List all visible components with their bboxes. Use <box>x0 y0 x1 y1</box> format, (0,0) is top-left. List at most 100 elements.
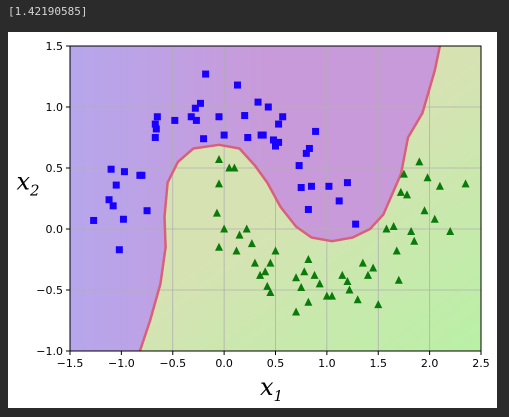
decision-boundary-line <box>138 46 442 351</box>
triangle-point <box>315 279 324 288</box>
triangle-point <box>247 239 256 248</box>
triangle-point <box>230 163 239 172</box>
square-point <box>200 135 208 143</box>
square-point <box>312 127 320 135</box>
triangle-point <box>358 258 367 267</box>
triangle-point <box>214 154 223 163</box>
triangle-point <box>328 291 337 300</box>
cell-output-text: [1.42190585] <box>8 5 88 18</box>
square-point <box>202 70 210 78</box>
triangle-point <box>446 226 455 235</box>
triangle-point <box>407 226 416 235</box>
square-point <box>119 215 127 223</box>
y-tick-label: 1.0 <box>46 101 64 114</box>
x-tick-label: 0.5 <box>267 357 285 370</box>
triangle-point <box>297 283 306 292</box>
triangle-point <box>423 173 432 182</box>
square-point <box>171 116 179 124</box>
triangle-point <box>310 270 319 279</box>
x-axis-label: x1 <box>260 373 283 405</box>
square-point <box>279 113 287 121</box>
grid-lines <box>70 46 481 351</box>
x-tick-label: 0.0 <box>215 357 233 370</box>
y-tick-label: 0.5 <box>46 162 64 175</box>
triangle-point <box>396 187 405 196</box>
square-point <box>244 134 252 141</box>
triangle-point <box>225 163 234 172</box>
square-point <box>153 113 161 121</box>
square-point <box>241 112 249 120</box>
triangle-point <box>338 270 347 279</box>
triangle-point <box>266 258 275 267</box>
triangle-point <box>242 224 251 233</box>
square-point <box>151 134 159 141</box>
triangle-point <box>399 169 408 178</box>
x-tick-label: 2.5 <box>472 357 490 370</box>
triangle-point <box>256 270 265 279</box>
x-tick-label: −1.5 <box>57 357 84 370</box>
square-point <box>192 116 200 124</box>
square-point <box>272 142 279 150</box>
triangle-point <box>353 295 362 304</box>
triangle-point <box>250 258 259 267</box>
triangle-point <box>435 181 444 190</box>
y-tick-label: 0.0 <box>46 223 64 236</box>
square-point <box>107 165 115 173</box>
square-point <box>295 162 303 170</box>
square-point <box>120 168 128 176</box>
triangle-point <box>343 276 352 285</box>
square-point <box>325 182 333 190</box>
x-tick-label: −0.5 <box>159 357 186 370</box>
triangle-point <box>261 267 270 276</box>
square-point <box>191 104 199 112</box>
triangle-point <box>235 230 244 239</box>
square-point <box>151 120 159 128</box>
triangle-point <box>322 291 331 300</box>
square-point <box>196 99 204 107</box>
x-axis-ticks: −1.5 −1.0 −0.5 0.0 0.5 1.0 1.5 2.0 2.5 <box>57 351 490 370</box>
triangle-point <box>292 273 301 282</box>
triangle-point <box>345 285 354 294</box>
square-point <box>264 103 272 111</box>
x-tick-label: 1.5 <box>370 357 388 370</box>
square-point <box>115 246 123 254</box>
decision-boundary-chart: −1.5 −1.0 −0.5 0.0 0.5 1.0 1.5 2.0 2.5 −1.0−0.50… <box>16 40 490 405</box>
square-point <box>343 179 351 187</box>
triangle-point <box>214 242 223 251</box>
y-tick-label: 1.5 <box>46 40 64 53</box>
square-point <box>275 120 283 128</box>
square-point <box>112 181 120 189</box>
triangle-point <box>212 208 221 217</box>
class0-region <box>70 46 440 351</box>
square-point <box>305 144 313 152</box>
triangle-point <box>214 179 223 188</box>
square-point <box>275 138 283 146</box>
y-tick-label: −1.0 <box>36 345 63 358</box>
square-point <box>297 184 305 192</box>
square-point <box>105 196 113 204</box>
square-point <box>187 113 195 121</box>
square-point <box>304 205 312 213</box>
triangle-point <box>461 179 470 188</box>
triangle-point <box>304 255 313 263</box>
chart-figure: −1.5 −1.0 −0.5 0.0 0.5 1.0 1.5 2.0 2.5 −1.0 −0.5 0… <box>8 32 497 408</box>
triangle-point <box>263 281 272 290</box>
square-point <box>90 216 98 224</box>
square-point <box>259 131 267 139</box>
triangle-point <box>382 224 391 233</box>
triangle-point <box>394 275 403 284</box>
y-tick-label: −0.5 <box>36 284 63 297</box>
x-tick-label: −1.0 <box>108 357 135 370</box>
x-tick-label: 2.0 <box>421 357 439 370</box>
square-point <box>335 197 343 205</box>
triangle-point <box>374 300 383 309</box>
square-point <box>302 149 310 157</box>
triangle-point <box>415 157 424 166</box>
triangle-point <box>420 206 429 215</box>
y-axis-ticks: −1.0 −0.5 0.0 0.5 1.0 1.5 <box>36 40 70 358</box>
triangle-point <box>392 246 401 255</box>
triangle-point <box>304 297 313 306</box>
square-point <box>152 125 160 133</box>
triangle-point <box>232 246 241 255</box>
square-point <box>307 182 315 190</box>
